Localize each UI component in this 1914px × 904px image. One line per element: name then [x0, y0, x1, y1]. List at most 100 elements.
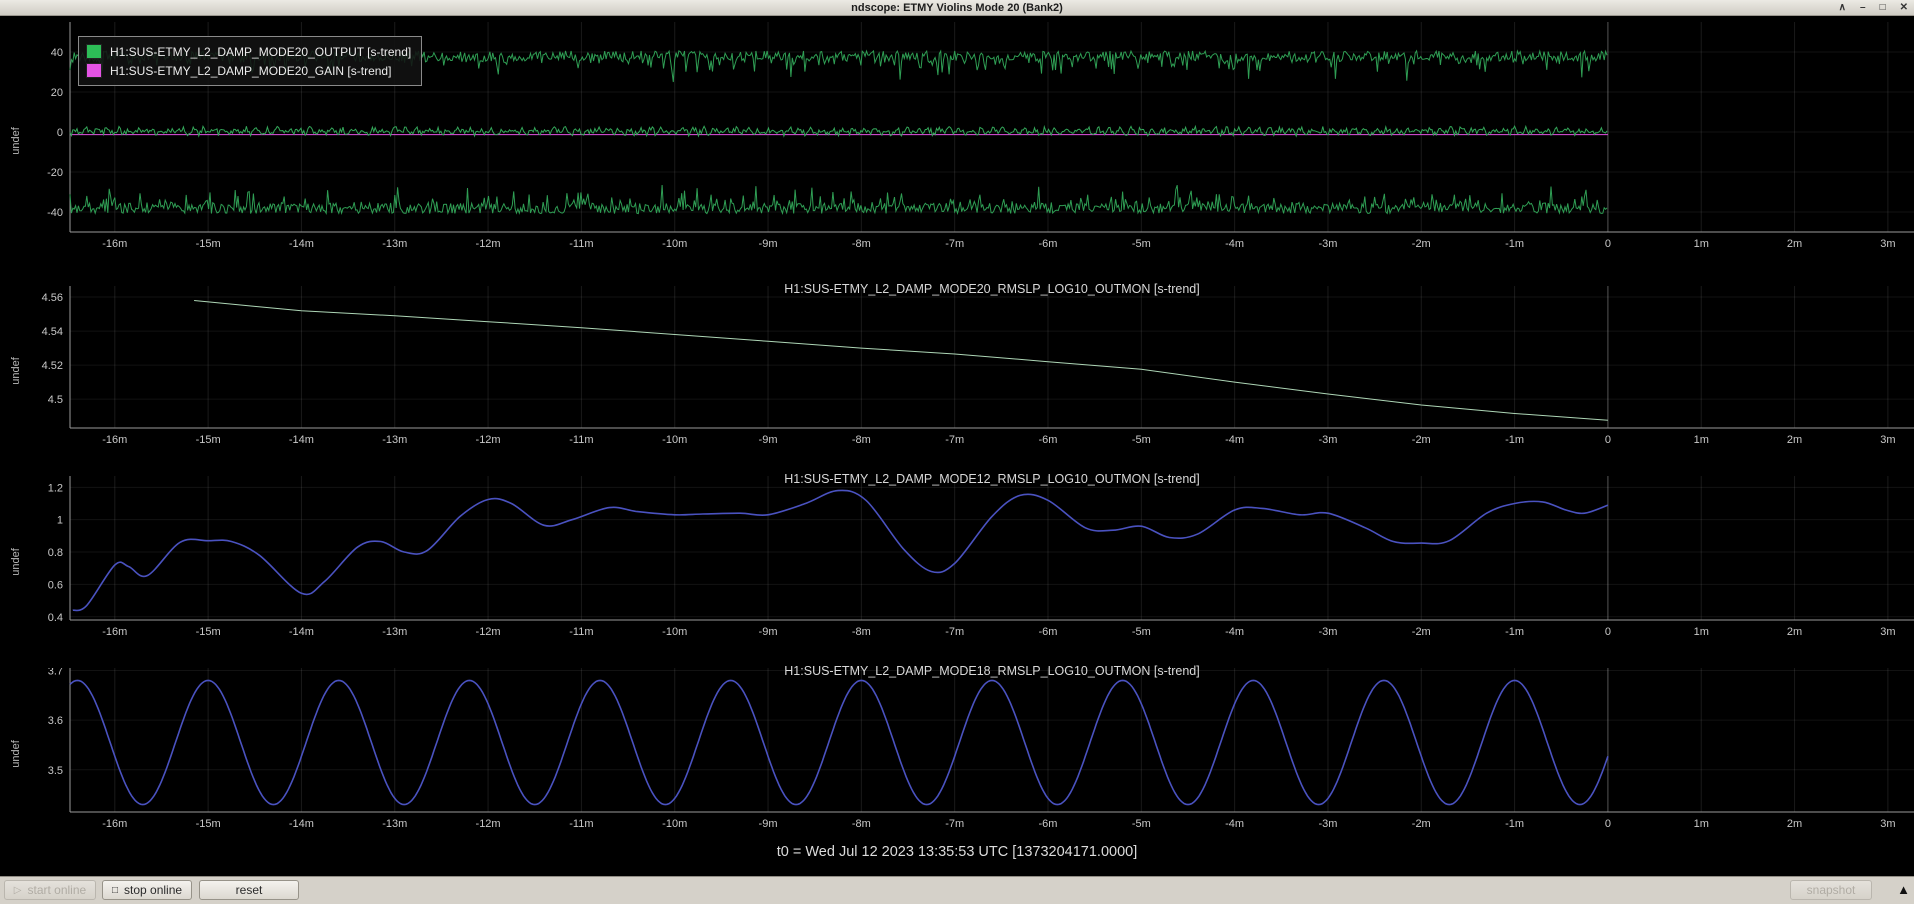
svg-text:3.6: 3.6: [48, 715, 63, 727]
svg-text:-6m: -6m: [1039, 818, 1058, 830]
svg-text:3.7: 3.7: [48, 668, 63, 677]
svg-text:-2m: -2m: [1412, 434, 1431, 446]
svg-text:4.5: 4.5: [48, 394, 63, 406]
svg-text:-8m: -8m: [852, 238, 871, 250]
window-title: ndscope: ETMY Violins Mode 20 (Bank2): [851, 1, 1063, 14]
svg-text:-3m: -3m: [1318, 434, 1337, 446]
svg-text:-5m: -5m: [1132, 626, 1151, 638]
svg-text:-15m: -15m: [196, 626, 221, 638]
svg-text:0: 0: [1605, 818, 1611, 830]
expand-panel-icon[interactable]: ▲: [1897, 882, 1910, 897]
shade-window-icon[interactable]: ∧: [1838, 2, 1846, 13]
trace-output-s-trend-mean: [69, 124, 1608, 138]
svg-text:-16m: -16m: [102, 238, 127, 250]
svg-text:-6m: -6m: [1039, 626, 1058, 638]
plot2-title: H1:SUS-ETMY_L2_DAMP_MODE20_RMSLP_LOG10_O…: [784, 282, 1200, 296]
gridlines: [70, 668, 1914, 812]
stop-online-button[interactable]: □ stop online: [102, 880, 192, 900]
svg-text:-9m: -9m: [759, 434, 778, 446]
svg-text:-12m: -12m: [476, 626, 501, 638]
svg-text:-1m: -1m: [1505, 626, 1524, 638]
play-icon: ▷: [13, 884, 22, 896]
svg-text:1m: 1m: [1694, 238, 1709, 250]
svg-text:4.56: 4.56: [42, 292, 63, 304]
plot-stack: H1:SUS-ETMY_L2_DAMP_MODE20_OUTPUT [s-tre…: [0, 16, 1914, 877]
svg-text:-11m: -11m: [569, 818, 593, 830]
start-online-button[interactable]: ▷ start online: [4, 880, 96, 900]
svg-text:0: 0: [1605, 626, 1611, 638]
plot1-legend: H1:SUS-ETMY_L2_DAMP_MODE20_OUTPUT [s-tre…: [78, 36, 423, 86]
svg-text:1: 1: [57, 515, 63, 527]
gain-channel-swatch: [86, 63, 102, 78]
svg-text:-14m: -14m: [289, 626, 314, 638]
svg-text:2m: 2m: [1787, 238, 1802, 250]
svg-text:-13m: -13m: [382, 238, 407, 250]
svg-text:-1m: -1m: [1505, 434, 1524, 446]
close-icon[interactable]: ✕: [1899, 2, 1908, 13]
svg-text:-13m: -13m: [382, 626, 407, 638]
svg-text:-10m: -10m: [662, 434, 687, 446]
svg-text:0: 0: [1605, 238, 1611, 250]
svg-text:3m: 3m: [1880, 818, 1895, 830]
window-titlebar[interactable]: ndscope: ETMY Violins Mode 20 (Bank2) ∧ …: [0, 0, 1914, 16]
svg-text:3m: 3m: [1880, 434, 1895, 446]
svg-text:-6m: -6m: [1039, 238, 1058, 250]
svg-text:1m: 1m: [1694, 818, 1709, 830]
svg-text:-4m: -4m: [1225, 626, 1244, 638]
plot4-canvas-mode18-rmslp[interactable]: -16m -15m -14m -13m -12m -11m -10m -9m -8m -7m -6m…: [0, 668, 1914, 836]
svg-text:0: 0: [1605, 434, 1611, 446]
snapshot-button[interactable]: snapshot: [1790, 880, 1872, 900]
svg-text:-15m: -15m: [196, 434, 221, 446]
plot3-canvas-mode12-rmslp[interactable]: -16m -15m -14m -13m -12m -11m -10m -9m -8m -7m -6m…: [0, 476, 1914, 644]
svg-text:0: 0: [57, 127, 63, 139]
svg-text:-40: -40: [47, 207, 63, 219]
svg-text:-11m: -11m: [569, 238, 593, 250]
svg-text:-3m: -3m: [1318, 626, 1337, 638]
svg-text:-16m: -16m: [102, 818, 127, 830]
svg-text:-12m: -12m: [476, 238, 501, 250]
trace-h1-sus-etmy-l2-damp-mode12-rmslp-log10-outmon: [72, 489, 1609, 612]
svg-text:-14m: -14m: [289, 434, 314, 446]
svg-text:-14m: -14m: [289, 238, 314, 250]
svg-text:-15m: -15m: [196, 818, 221, 830]
svg-text:-11m: -11m: [569, 434, 593, 446]
gridlines: [70, 476, 1914, 620]
legend-label: H1:SUS-ETMY_L2_DAMP_MODE20_GAIN [s-trend…: [110, 63, 392, 78]
plot2-canvas-mode20-rmslp[interactable]: -16m -15m -14m -13m -12m -11m -10m -9m -8m -7m -6m…: [0, 286, 1914, 452]
svg-text:-7m: -7m: [945, 626, 964, 638]
svg-text:-14m: -14m: [289, 818, 314, 830]
svg-text:-10m: -10m: [662, 238, 687, 250]
svg-text:-7m: -7m: [945, 434, 964, 446]
svg-text:3m: 3m: [1880, 626, 1895, 638]
gridlines: [70, 286, 1914, 428]
svg-text:-3m: -3m: [1318, 238, 1337, 250]
svg-text:-7m: -7m: [945, 238, 964, 250]
svg-text:-15m: -15m: [196, 238, 221, 250]
svg-text:3.5: 3.5: [48, 765, 63, 777]
svg-text:-10m: -10m: [662, 818, 687, 830]
svg-text:-9m: -9m: [759, 238, 778, 250]
svg-text:1m: 1m: [1694, 434, 1709, 446]
svg-text:1.2: 1.2: [48, 482, 63, 494]
svg-text:-8m: -8m: [852, 626, 871, 638]
legend-item: H1:SUS-ETMY_L2_DAMP_MODE20_OUTPUT [s-tre…: [86, 42, 411, 61]
svg-text:20: 20: [51, 87, 63, 99]
svg-text:-10m: -10m: [662, 626, 687, 638]
svg-text:-12m: -12m: [476, 818, 501, 830]
reset-button[interactable]: reset: [199, 880, 299, 900]
stop-icon: □: [111, 884, 118, 896]
svg-text:-7m: -7m: [945, 818, 964, 830]
maximize-icon[interactable]: □: [1879, 2, 1886, 13]
legend-label: H1:SUS-ETMY_L2_DAMP_MODE20_OUTPUT [s-tre…: [110, 44, 412, 59]
svg-text:-5m: -5m: [1132, 818, 1151, 830]
svg-text:-16m: -16m: [102, 626, 127, 638]
svg-text:-4m: -4m: [1225, 238, 1244, 250]
svg-text:2m: 2m: [1787, 626, 1802, 638]
svg-text:-9m: -9m: [759, 626, 778, 638]
minimize-icon[interactable]: –: [1860, 2, 1866, 13]
svg-text:-16m: -16m: [102, 434, 127, 446]
svg-text:-8m: -8m: [852, 818, 871, 830]
plot3-title: H1:SUS-ETMY_L2_DAMP_MODE12_RMSLP_LOG10_O…: [784, 472, 1200, 486]
svg-text:4.54: 4.54: [42, 326, 63, 338]
svg-text:0.8: 0.8: [48, 547, 63, 559]
